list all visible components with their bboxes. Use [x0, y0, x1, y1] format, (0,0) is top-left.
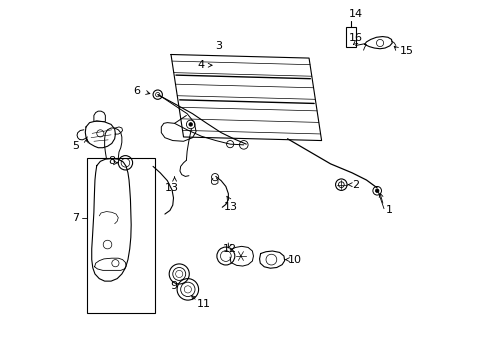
Text: 1: 1 [386, 206, 392, 216]
Text: 2: 2 [351, 180, 359, 190]
Text: 12: 12 [222, 244, 236, 254]
Text: 6: 6 [133, 86, 140, 96]
Text: 3: 3 [215, 41, 222, 50]
Circle shape [375, 189, 378, 193]
Bar [345, 27, 355, 46]
Text: 9: 9 [170, 281, 177, 291]
Text: 13: 13 [164, 183, 178, 193]
Text: 14: 14 [348, 9, 362, 19]
Text: 10: 10 [287, 255, 302, 265]
Bar [86, 158, 155, 313]
Text: 15: 15 [399, 46, 412, 56]
Text: 11: 11 [197, 299, 211, 309]
Text: 5: 5 [72, 141, 80, 151]
Text: 4: 4 [197, 60, 204, 70]
Text: 13: 13 [224, 202, 237, 212]
Text: 8: 8 [108, 156, 115, 166]
Text: 7: 7 [72, 213, 79, 222]
Circle shape [188, 123, 192, 126]
Text: 16: 16 [348, 33, 362, 43]
